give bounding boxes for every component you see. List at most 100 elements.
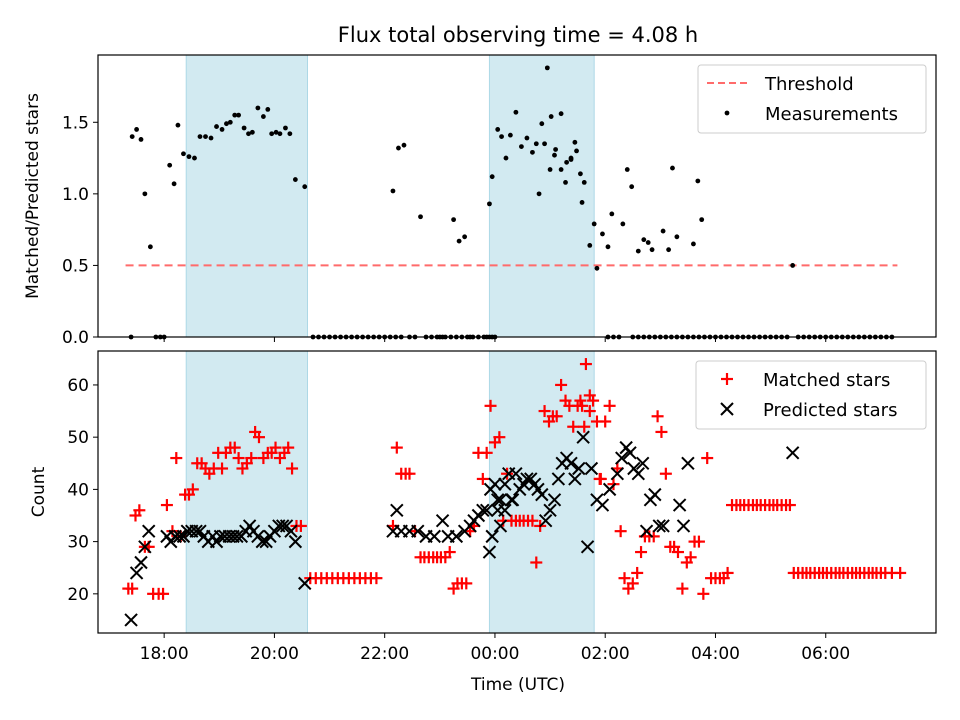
predicted-star-point — [189, 524, 203, 538]
matched-star-point — [626, 577, 639, 590]
measurement-point — [558, 167, 564, 172]
predicted-star-point — [785, 446, 800, 460]
matched-star-point — [671, 546, 684, 559]
count-y-ticks: 20 30 40 50 60 — [67, 376, 98, 605]
measurement-point — [503, 155, 509, 161]
measurement-point — [192, 155, 197, 161]
matched-star-point — [269, 441, 282, 454]
matched-star-point — [538, 405, 551, 418]
measurement-point — [232, 112, 238, 118]
measurement-point — [249, 129, 255, 135]
measurement-point — [208, 135, 214, 141]
measurement-point — [255, 105, 261, 111]
measurement-point — [579, 200, 585, 205]
predicted-star-point — [564, 456, 578, 470]
matched-star-point — [574, 394, 587, 407]
measurement-point — [499, 134, 504, 139]
predicted-star-point — [275, 519, 290, 533]
matched-star-point — [583, 405, 596, 418]
predicted-star-point — [520, 472, 534, 486]
chart-title: Flux total observing time = 4.08 h — [338, 23, 698, 47]
measurement-point — [277, 131, 283, 137]
predicted-star-point — [485, 529, 499, 544]
measurement-point — [246, 131, 251, 137]
matched-star-point — [550, 410, 563, 423]
predicted-star-point — [490, 493, 505, 507]
predicted-star-point — [482, 545, 497, 559]
matched-star-point — [530, 556, 543, 569]
predicted-star-point — [572, 461, 586, 476]
measurement-point — [539, 121, 545, 127]
measurement-point — [536, 191, 542, 197]
predicted-star-point — [449, 529, 464, 544]
predicted-star-point — [505, 493, 520, 507]
measurement-point — [670, 165, 675, 171]
measurement-point — [260, 114, 266, 119]
measurement-point — [591, 221, 597, 227]
measurement-point — [390, 188, 396, 194]
measurement-point — [513, 109, 519, 115]
predicted-star-point — [631, 467, 645, 481]
matched-star-point — [126, 582, 139, 595]
predicted-star-point — [635, 456, 650, 470]
measurement-point — [241, 125, 247, 131]
measurement-point — [219, 127, 225, 132]
measurement-point — [171, 181, 177, 187]
x-tick-label: 04:00 — [691, 644, 740, 664]
measurement-point — [699, 217, 705, 223]
measurement-point — [552, 152, 557, 158]
measurement-point — [574, 148, 579, 154]
predicted-star-point — [648, 487, 662, 502]
matched-star-point — [216, 462, 229, 475]
measurement-point — [181, 151, 186, 157]
measurement-point — [186, 154, 192, 160]
matched-star-point — [480, 446, 493, 459]
observing-window-shading — [185, 54, 595, 338]
measurement-point — [524, 135, 530, 141]
predicted-star-point — [681, 456, 695, 470]
y-tick-label: 20 — [67, 585, 89, 605]
matched-star-point — [493, 431, 506, 444]
ratio-legend: Threshold Measurements — [697, 64, 927, 134]
measurement-point — [666, 247, 672, 253]
measurement-point — [134, 127, 139, 132]
x-tick-label: 22:00 — [360, 644, 409, 664]
predicted-star-point — [547, 493, 562, 507]
predicted-star-point — [284, 524, 298, 538]
measurement-point — [563, 180, 568, 185]
matched-star-point — [133, 504, 146, 517]
matched-star-point — [245, 452, 258, 465]
ratio-marks — [125, 65, 898, 340]
measurement-point — [542, 141, 547, 147]
matched-star-point — [603, 399, 616, 412]
shaded-interval-1 — [185, 54, 308, 338]
measurement-point — [418, 214, 423, 220]
predicted-star-point — [602, 482, 617, 497]
y-tick-label: 1.0 — [62, 185, 89, 205]
predicted-star-point — [493, 493, 508, 507]
predicted-star-point — [535, 487, 549, 502]
measurement-point — [487, 201, 492, 207]
measurement-point — [236, 112, 241, 118]
measurement-point — [624, 167, 630, 172]
measurement-point — [564, 159, 570, 165]
measurement-point — [138, 137, 144, 142]
measurement-point — [609, 211, 615, 217]
matched-star-point — [282, 441, 295, 454]
matched-star-point — [676, 582, 689, 595]
predicted-star-point — [538, 514, 553, 528]
count-plot-frame — [97, 350, 937, 634]
predicted-star-point — [230, 529, 244, 544]
matched-star-point — [370, 572, 383, 585]
predicted-star-point — [498, 503, 512, 517]
matched-star-point — [635, 546, 648, 559]
predicted-star-point — [580, 540, 595, 554]
measurement-point — [530, 149, 535, 155]
matched-star-point — [614, 525, 627, 538]
legend-matched-swatch — [721, 373, 733, 385]
measurement-point — [456, 238, 462, 244]
measurement-point — [620, 221, 626, 227]
predicted-star-point — [172, 529, 187, 544]
matched-star-point — [599, 415, 612, 428]
